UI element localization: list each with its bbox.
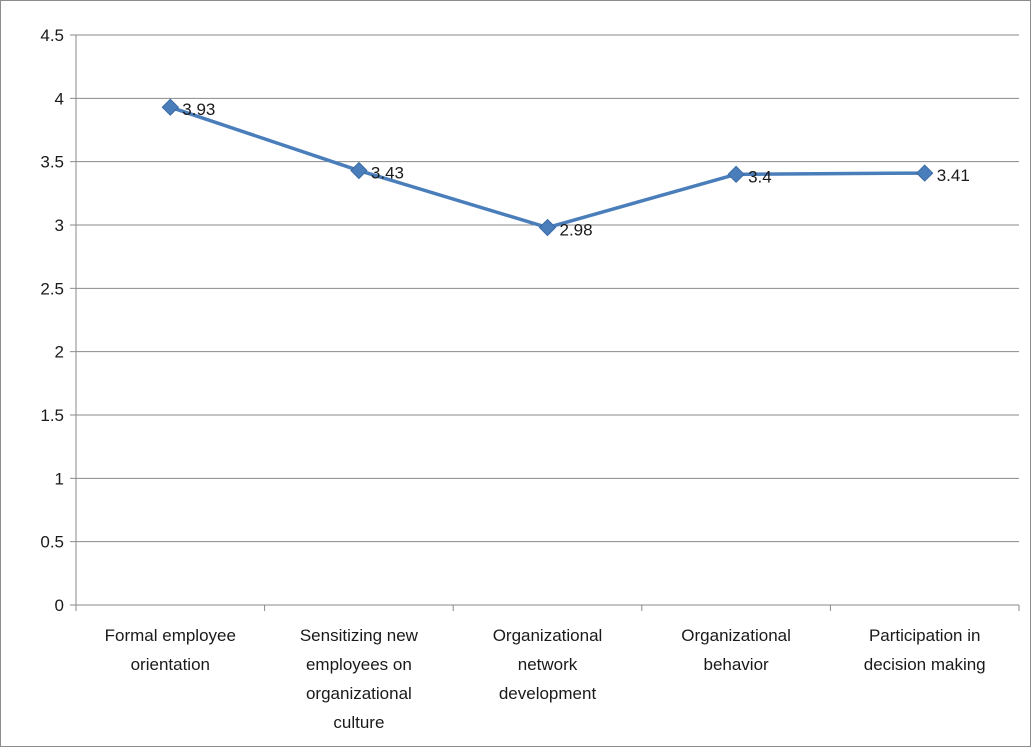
y-tick-label: 2 [55, 343, 64, 362]
x-tick-label: Organizational behavior [681, 626, 791, 674]
data-point-marker [915, 164, 934, 182]
y-tick-label: 4 [55, 89, 64, 108]
y-tick-label: 1 [55, 469, 64, 488]
category-labels: Formal employee orientation Sensitizing ne… [105, 626, 986, 732]
y-tick-labels: 0 0.5 1 1.5 2 2.5 3 3.5 4 4.5 [40, 26, 64, 615]
y-tick-label: 3.5 [40, 153, 64, 172]
data-label: 3.93 [182, 100, 215, 119]
x-tick-label: Formal employee orientation [105, 626, 236, 674]
x-tick-label: Organizational network development [493, 626, 603, 703]
y-tick-label: 2.5 [40, 279, 64, 298]
y-tick-label: 3 [55, 216, 64, 235]
data-label: 3.4 [748, 167, 772, 186]
data-point-marker [350, 161, 368, 180]
data-label: 3.41 [937, 166, 970, 185]
y-tick-label: 0.5 [40, 533, 64, 552]
y-tick-label: 1.5 [40, 406, 64, 425]
y-tick-label: 0 [55, 596, 64, 615]
y-tick-label: 4.5 [40, 26, 64, 45]
data-label: 2.98 [560, 221, 593, 240]
data-point-marker [538, 218, 557, 237]
data-point-marker [161, 98, 180, 116]
axes [70, 34, 1020, 611]
series-line [169, 105, 925, 230]
data-point-marker [727, 165, 745, 184]
series-layer [161, 98, 934, 237]
data-label: 3.43 [371, 164, 404, 183]
data-labels: 3.93 3.43 2.98 3.4 3.41 [182, 100, 969, 239]
x-tick-label: Participation in decision making [864, 626, 986, 674]
x-tick-label: Sensitizing new employees on organizationa… [300, 626, 419, 732]
gridlines [76, 34, 1019, 543]
